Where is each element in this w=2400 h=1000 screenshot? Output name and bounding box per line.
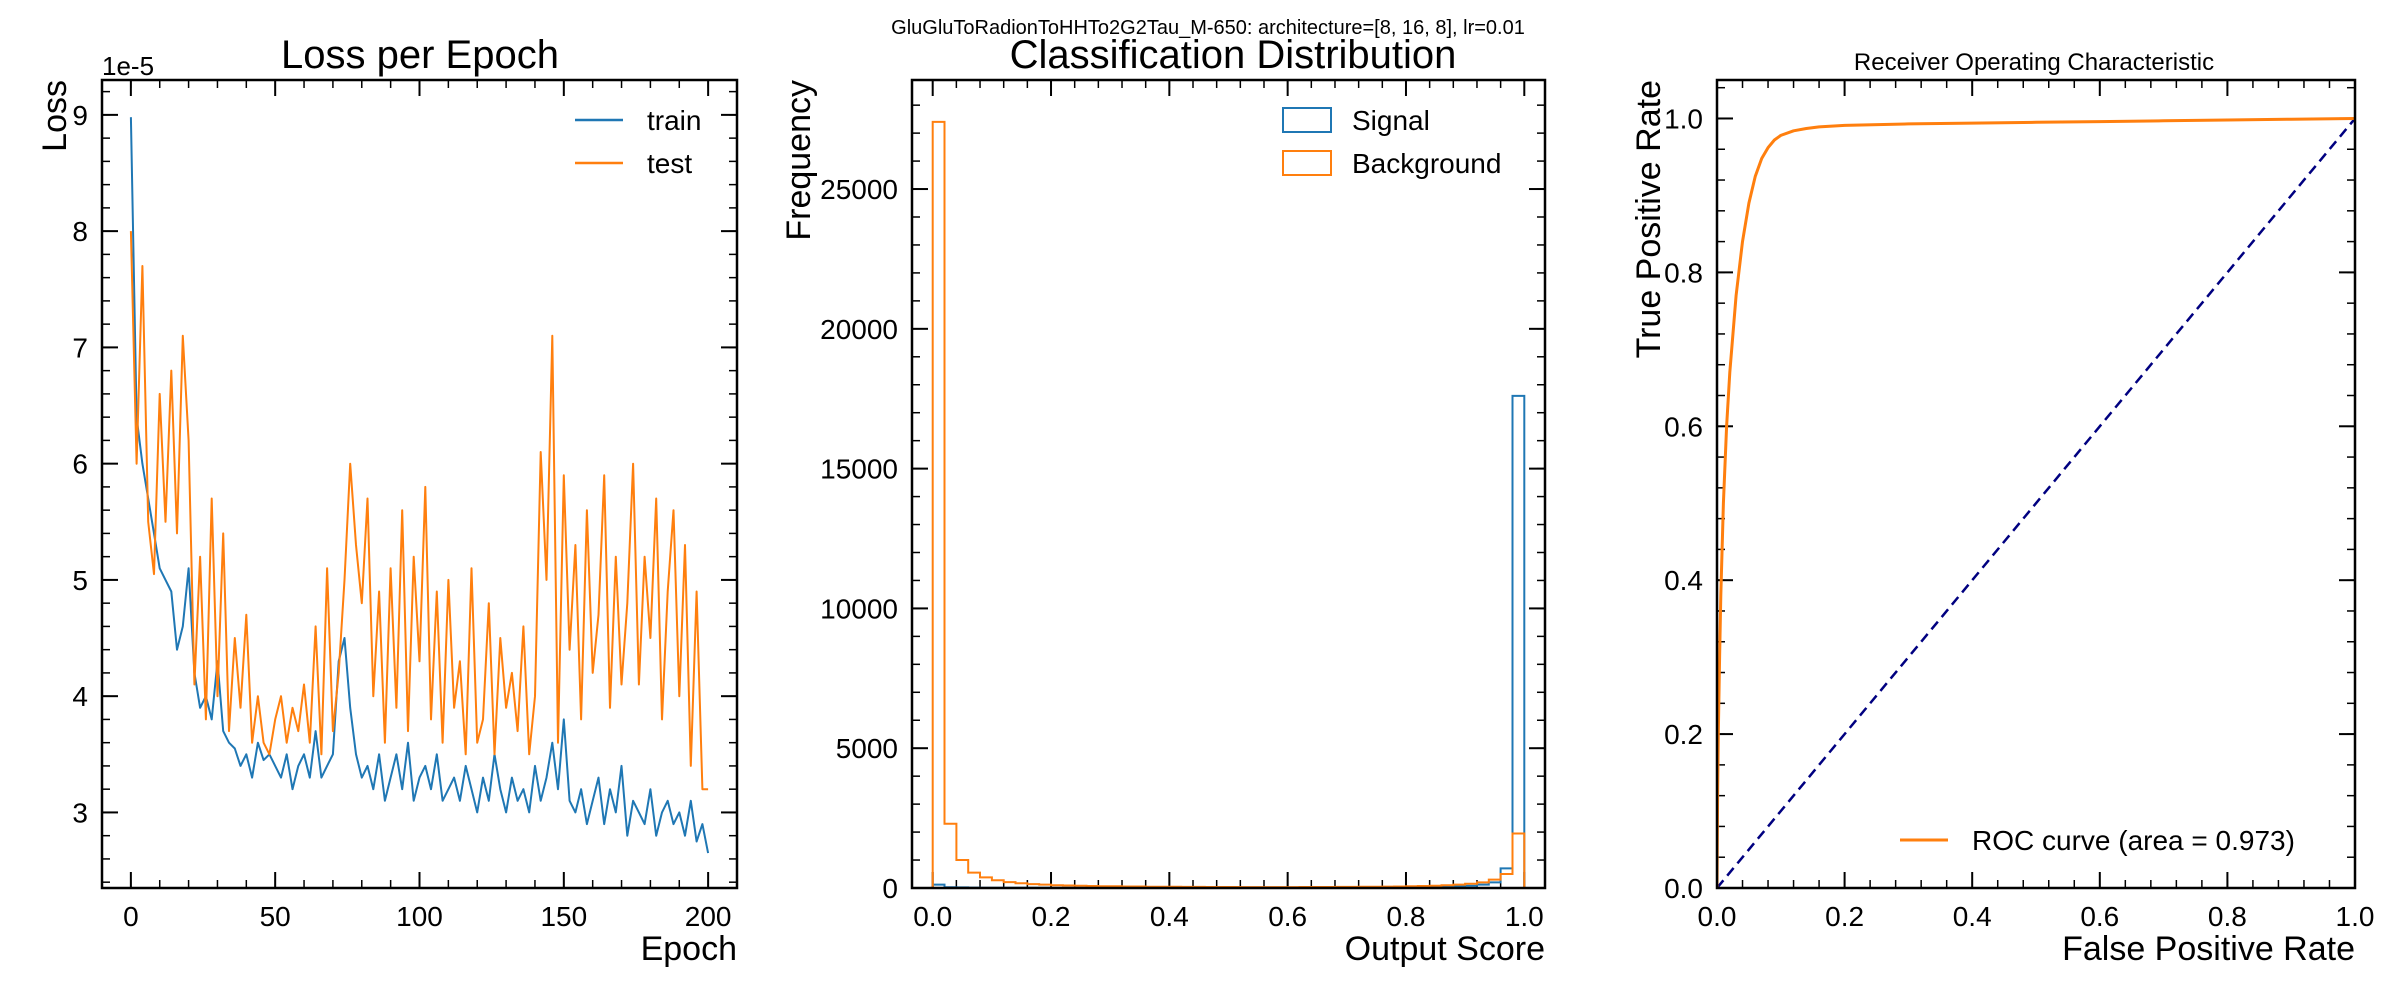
- loss-series-test-line: [129, 231, 709, 791]
- roc-y-tick-label: 0.8: [1664, 257, 1703, 288]
- roc-x-tick-label: 0.4: [1953, 901, 1992, 932]
- roc-y-tick-label: 0.0: [1664, 873, 1703, 904]
- roc-y-tick-label: 0.2: [1664, 719, 1703, 750]
- roc-curve-line: [1717, 117, 2355, 888]
- roc-y-tick-label: 0.4: [1664, 565, 1703, 596]
- loss-title: Loss per Epoch: [281, 33, 559, 77]
- hist-x-tick-label: 0.4: [1150, 901, 1189, 932]
- hist-y-tick-label: 10000: [820, 593, 898, 624]
- hist-legend-signal-label: Signal: [1352, 105, 1430, 136]
- loss-y-tick-label: 7: [72, 332, 88, 363]
- hist-background-bar: [1512, 833, 1524, 888]
- hist-legend-background-label: Background: [1352, 148, 1501, 179]
- loss-x-tick-label: 150: [540, 901, 587, 932]
- roc-y-tick-label: 1.0: [1664, 103, 1703, 134]
- hist-background-bar: [1489, 880, 1501, 888]
- hist-background-bar: [980, 877, 992, 888]
- hist-background-bar: [1501, 874, 1513, 888]
- loss-y-tick-label: 8: [72, 216, 88, 247]
- loss-xlabel: Epoch: [641, 930, 737, 968]
- hist-signal-step: [931, 394, 1526, 888]
- loss-x-tick-label: 50: [260, 901, 291, 932]
- loss-x-tick-label: 100: [396, 901, 443, 932]
- hist-y-tick-label: 15000: [820, 454, 898, 485]
- roc-y-tick-label: 0.6: [1664, 411, 1703, 442]
- hist-x-tick-label: 0.2: [1032, 901, 1071, 932]
- hist-x-tick-label: 0.0: [913, 901, 952, 932]
- roc-xlabel: False Positive Rate: [2062, 930, 2355, 968]
- loss-series-train-line: [129, 117, 710, 854]
- roc-ylabel: True Positive Rate: [1630, 80, 1668, 358]
- histogram-ylabel: Frequency: [780, 80, 818, 241]
- hist-legend-background-swatch: [1282, 150, 1332, 176]
- loss-y-tick-label: 6: [72, 449, 88, 480]
- loss-y-tick-label: 9: [72, 100, 88, 131]
- loss-panel: Loss per Epoch 1e-5 Loss Epoch 0 50 100 150…: [36, 33, 739, 968]
- hist-y-tick-label: 25000: [820, 174, 898, 205]
- hist-y-tick-label: 0: [882, 873, 898, 904]
- roc-x-tick-label: 0.2: [1825, 901, 1864, 932]
- hist-x-tick-label: 1.0: [1505, 901, 1544, 932]
- suptitle: GluGluToRadionToHHTo2G2Tau_M-650: archit…: [891, 17, 1525, 39]
- loss-ylabel: Loss: [36, 80, 74, 152]
- hist-background-step: [931, 120, 1526, 888]
- hist-x-tick-label: 0.8: [1387, 901, 1426, 932]
- roc-x-tick-label: 0.0: [1698, 901, 1737, 932]
- hist-background-bar: [945, 824, 957, 888]
- loss-x-tick-label: 0: [123, 901, 139, 932]
- hist-y-tick-label: 20000: [820, 314, 898, 345]
- roc-plot-area: [1717, 117, 2355, 888]
- roc-diagonal-line: [1717, 117, 2355, 888]
- hist-plot-area: [931, 120, 1526, 888]
- hist-frame: [910, 78, 1547, 890]
- loss-x-tick-label: 200: [685, 901, 732, 932]
- roc-x-tick-label: 0.8: [2208, 901, 2247, 932]
- roc-x-tick-label: 0.6: [2080, 901, 2119, 932]
- loss-y-offset: 1e-5: [102, 51, 154, 81]
- loss-y-tick-label: 5: [72, 565, 88, 596]
- hist-legend-signal-swatch: [1282, 107, 1332, 133]
- hist-background-bar: [933, 122, 945, 888]
- histogram-xlabel: Output Score: [1345, 930, 1545, 968]
- roc-x-tick-label: 1.0: [2336, 901, 2375, 932]
- hist-signal-bar: [1512, 396, 1524, 888]
- roc-legend-label: ROC curve (area = 0.973): [1972, 825, 2295, 856]
- loss-y-tick-label: 4: [72, 681, 88, 712]
- histogram-panel: Classification Distribution Frequency Ou…: [780, 33, 1547, 968]
- hist-background-bar: [968, 873, 980, 888]
- loss-y-tick-label: 3: [72, 797, 88, 828]
- loss-plot-area: [129, 117, 710, 854]
- loss-legend-test-label: test: [647, 148, 692, 179]
- hist-background-bar: [956, 860, 968, 888]
- hist-signal-bar: [1501, 868, 1513, 888]
- loss-legend-train-label: train: [647, 105, 701, 136]
- hist-y-tick-label: 5000: [836, 733, 898, 764]
- roc-frame: [1715, 78, 2357, 890]
- histogram-title: Classification Distribution: [1010, 33, 1457, 77]
- loss-frame: [100, 78, 739, 890]
- roc-title: Receiver Operating Characteristic: [1854, 49, 2214, 76]
- hist-x-tick-label: 0.6: [1268, 901, 1307, 932]
- roc-panel: Receiver Operating Characteristic True P…: [1630, 49, 2374, 968]
